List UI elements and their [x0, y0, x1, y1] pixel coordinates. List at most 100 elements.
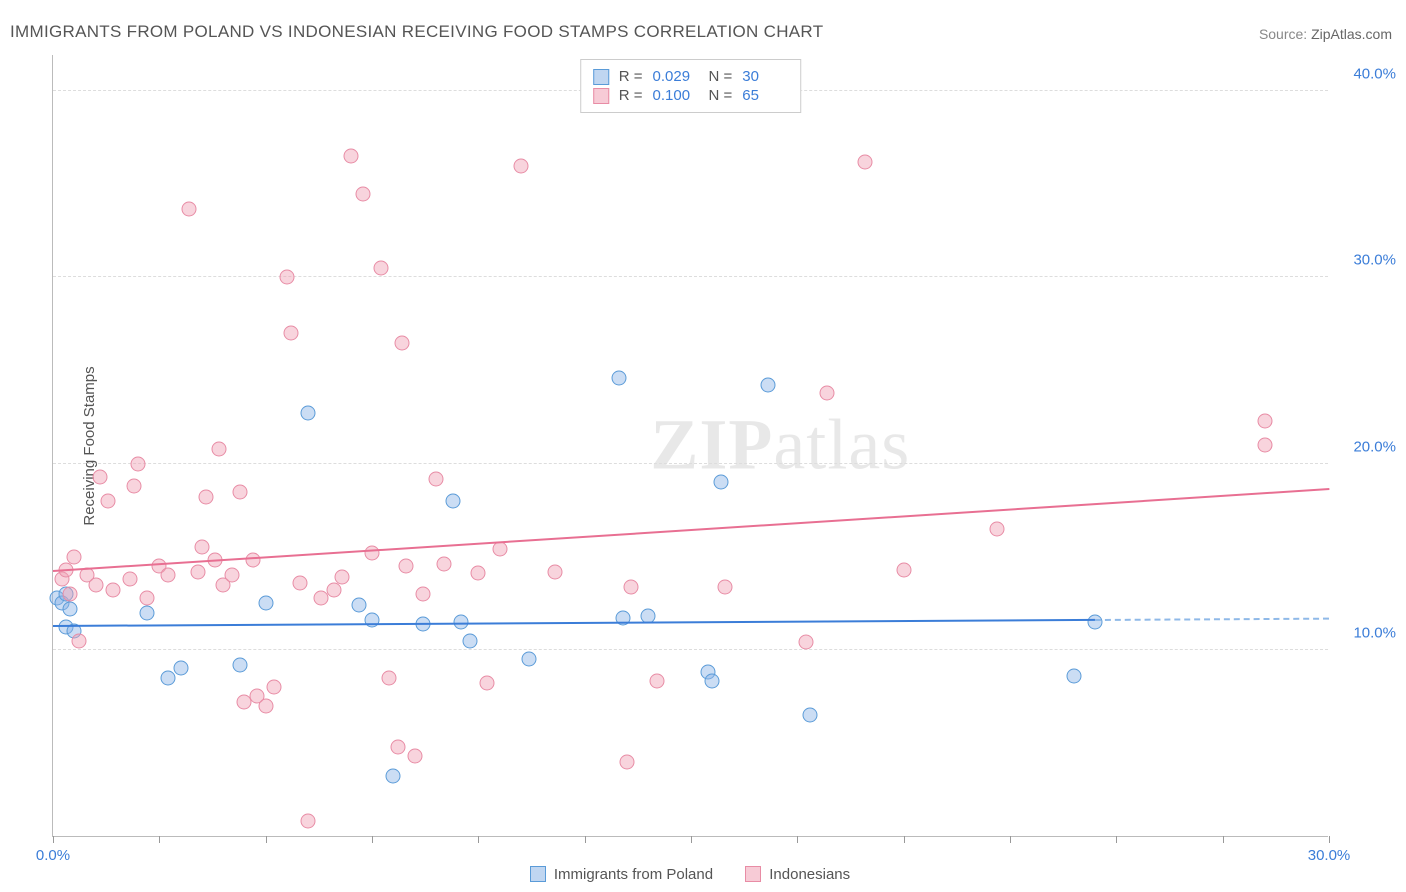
legend-correlation: R = 0.029 N = 30 R = 0.100 N = 65	[580, 59, 802, 113]
data-point	[1088, 614, 1103, 629]
xtick	[159, 836, 160, 843]
ytick-label: 10.0%	[1336, 624, 1396, 641]
data-point	[194, 540, 209, 555]
data-point	[139, 590, 154, 605]
legend-series-label: Immigrants from Poland	[554, 866, 713, 883]
data-point	[386, 769, 401, 784]
xtick	[904, 836, 905, 843]
data-point	[335, 570, 350, 585]
data-point	[1258, 413, 1273, 428]
page-title: IMMIGRANTS FROM POLAND VS INDONESIAN REC…	[10, 22, 823, 42]
data-point	[233, 484, 248, 499]
trend-line-extrapolated	[1095, 618, 1329, 621]
xtick	[478, 836, 479, 843]
data-point	[224, 568, 239, 583]
data-point	[173, 661, 188, 676]
data-point	[437, 557, 452, 572]
legend-row: R = 0.029 N = 30	[593, 68, 789, 85]
data-point	[428, 471, 443, 486]
watermark-zip: ZIP	[650, 405, 773, 485]
data-point	[620, 754, 635, 769]
source-value: ZipAtlas.com	[1311, 26, 1392, 42]
swatch-icon	[593, 69, 609, 85]
data-point	[356, 186, 371, 201]
data-point	[471, 566, 486, 581]
xtick	[1010, 836, 1011, 843]
data-point	[462, 633, 477, 648]
data-point	[122, 572, 137, 587]
data-point	[1258, 438, 1273, 453]
xtick	[691, 836, 692, 843]
source-label: Source:	[1259, 26, 1307, 42]
legend-n-label: N =	[709, 87, 733, 104]
data-point	[547, 564, 562, 579]
data-point	[245, 553, 260, 568]
trend-line	[53, 619, 1095, 627]
swatch-icon	[530, 866, 546, 882]
data-point	[326, 583, 341, 598]
xtick	[1329, 836, 1330, 843]
data-point	[284, 326, 299, 341]
xtick	[1116, 836, 1117, 843]
ytick-label: 30.0%	[1336, 252, 1396, 269]
data-point	[92, 469, 107, 484]
gridline	[53, 463, 1328, 464]
data-point	[858, 155, 873, 170]
scatter-plot: R = 0.029 N = 30 R = 0.100 N = 65 ZIPatl…	[52, 55, 1328, 837]
data-point	[71, 633, 86, 648]
xtick-label: 30.0%	[1308, 847, 1351, 864]
data-point	[160, 568, 175, 583]
gridline	[53, 649, 1328, 650]
xtick-label: 0.0%	[36, 847, 70, 864]
legend-item: Indonesians	[745, 866, 850, 883]
data-point	[301, 406, 316, 421]
data-point	[365, 546, 380, 561]
ytick-label: 20.0%	[1336, 438, 1396, 455]
data-point	[258, 698, 273, 713]
xtick	[585, 836, 586, 843]
data-point	[399, 559, 414, 574]
data-point	[416, 586, 431, 601]
data-point	[267, 680, 282, 695]
data-point	[803, 707, 818, 722]
data-point	[365, 613, 380, 628]
xtick	[1223, 836, 1224, 843]
data-point	[63, 601, 78, 616]
xtick	[797, 836, 798, 843]
data-point	[705, 674, 720, 689]
data-point	[139, 605, 154, 620]
gridline	[53, 276, 1328, 277]
data-point	[233, 657, 248, 672]
data-point	[382, 670, 397, 685]
data-point	[394, 335, 409, 350]
watermark: ZIPatlas	[650, 404, 910, 487]
data-point	[896, 562, 911, 577]
legend-item: Immigrants from Poland	[530, 866, 713, 883]
data-point	[407, 748, 422, 763]
legend-n-value: 65	[742, 87, 788, 104]
data-point	[292, 575, 307, 590]
source-credit: Source: ZipAtlas.com	[1259, 26, 1392, 42]
data-point	[301, 814, 316, 829]
data-point	[611, 370, 626, 385]
data-point	[211, 441, 226, 456]
xtick	[372, 836, 373, 843]
data-point	[390, 739, 405, 754]
swatch-icon	[593, 88, 609, 104]
data-point	[105, 583, 120, 598]
trend-line	[53, 488, 1329, 572]
data-point	[352, 598, 367, 613]
xtick	[266, 836, 267, 843]
data-point	[190, 564, 205, 579]
data-point	[713, 475, 728, 490]
swatch-icon	[745, 866, 761, 882]
data-point	[649, 674, 664, 689]
legend-r-label: R =	[619, 87, 643, 104]
data-point	[820, 385, 835, 400]
data-point	[160, 670, 175, 685]
data-point	[479, 676, 494, 691]
legend-r-label: R =	[619, 68, 643, 85]
data-point	[182, 201, 197, 216]
ytick-label: 40.0%	[1336, 66, 1396, 83]
xtick	[53, 836, 54, 843]
